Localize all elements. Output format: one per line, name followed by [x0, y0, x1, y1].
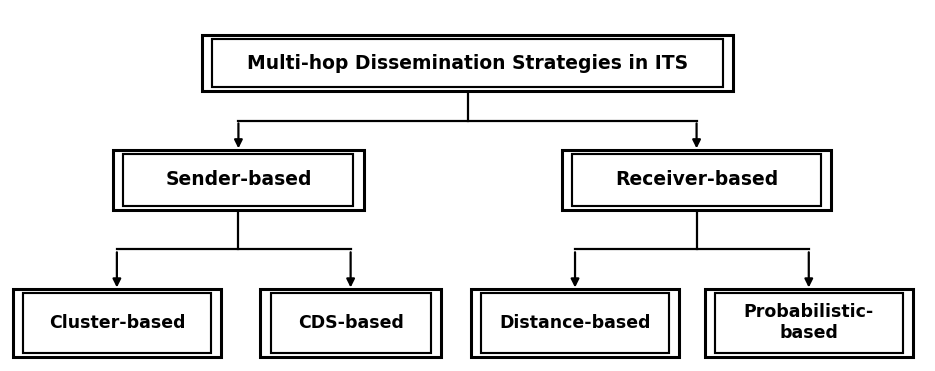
Text: Probabilistic-
based: Probabilistic- based	[743, 303, 874, 342]
Bar	[260, 289, 441, 357]
Text: Sender-based: Sender-based	[165, 170, 311, 190]
Bar	[271, 293, 430, 352]
Bar	[13, 289, 222, 357]
Text: Receiver-based: Receiver-based	[615, 170, 778, 190]
Text: Multi-hop Dissemination Strategies in ITS: Multi-hop Dissemination Strategies in IT…	[247, 53, 688, 73]
Bar	[212, 39, 723, 87]
Bar	[123, 154, 353, 206]
Bar	[481, 293, 669, 352]
Text: CDS-based: CDS-based	[297, 314, 404, 332]
Bar	[113, 150, 364, 210]
Bar	[202, 35, 733, 91]
Bar	[470, 289, 679, 357]
Bar	[23, 293, 210, 352]
Bar	[705, 289, 913, 357]
Bar	[562, 150, 831, 210]
Bar	[572, 154, 821, 206]
Text: Distance-based: Distance-based	[499, 314, 651, 332]
Text: Cluster-based: Cluster-based	[49, 314, 185, 332]
Bar	[715, 293, 902, 352]
